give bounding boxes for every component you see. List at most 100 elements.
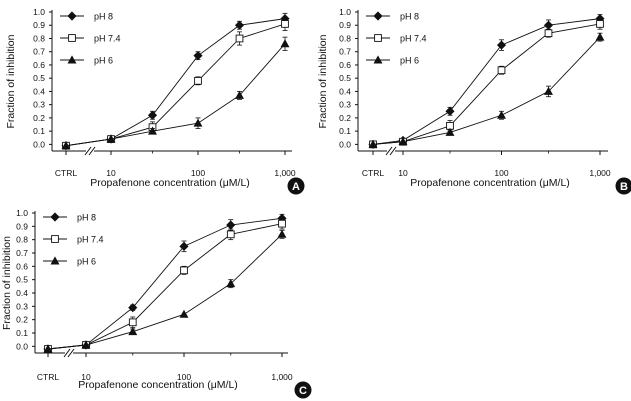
marker-triangle bbox=[106, 134, 116, 143]
y-tick-label: 0.2 bbox=[339, 113, 351, 123]
marker-triangle bbox=[497, 110, 506, 119]
y-tick-label: 0.6 bbox=[16, 261, 28, 271]
y-tick-label: 0.1 bbox=[33, 126, 45, 136]
y-tick-label: 1.0 bbox=[33, 7, 45, 17]
x-tick-label: CTRL bbox=[37, 372, 59, 382]
marker-diamond bbox=[234, 20, 245, 30]
marker-diamond bbox=[50, 212, 60, 222]
y-axis-title: Fraction of inhibition bbox=[5, 34, 17, 128]
legend-label: pH 6 bbox=[77, 257, 96, 267]
x-tick-label: 100 bbox=[191, 168, 205, 178]
y-tick-label: 0.4 bbox=[33, 86, 45, 96]
y-tick-label: 0.3 bbox=[339, 100, 351, 110]
y-tick-label: 0.8 bbox=[33, 33, 45, 43]
marker-triangle bbox=[67, 55, 77, 64]
x-tick-label: CTRL bbox=[55, 168, 77, 178]
legend: pH 8 pH 7.4 pH 6 bbox=[43, 212, 104, 267]
panel-badge: C bbox=[294, 381, 312, 399]
panel-badge-label: C bbox=[299, 385, 307, 397]
axis-break-mark-1 bbox=[385, 146, 393, 156]
marker-triangle bbox=[373, 55, 383, 64]
marker-square bbox=[51, 235, 59, 243]
y-tick-label: 0.8 bbox=[339, 33, 351, 43]
axis-break-mark-2 bbox=[67, 348, 75, 358]
y-tick-label: 1.0 bbox=[339, 7, 351, 17]
x-axis-title: Propafenone concentration (μM/L) bbox=[78, 379, 238, 391]
series-line bbox=[65, 43, 286, 147]
marker-triangle bbox=[398, 137, 408, 146]
y-tick-label: 0.2 bbox=[16, 315, 28, 325]
x-axis-title: Propafenone concentration (μM/L) bbox=[410, 177, 570, 189]
y-tick-label: 0.4 bbox=[16, 288, 28, 298]
marker-diamond bbox=[543, 20, 554, 30]
series-line bbox=[372, 36, 601, 145]
x-tick-label: CTRL bbox=[362, 168, 384, 178]
marker-triangle bbox=[179, 309, 189, 318]
y-tick-label: 0.0 bbox=[33, 139, 45, 149]
marker-triangle bbox=[43, 344, 53, 353]
y-tick-label: 0.0 bbox=[16, 341, 28, 351]
chart-panel-a: 0.0 0.1 0.2 0.3 0.4 0.5 0.6 0.7 0.8 0.9 1.0 CTRL 10 1… bbox=[5, 7, 305, 195]
legend-label: pH 7.4 bbox=[94, 34, 121, 44]
marker-diamond bbox=[179, 241, 189, 251]
y-tick-label: 0.2 bbox=[33, 113, 45, 123]
marker-square bbox=[68, 34, 76, 42]
y-tick-label: 0.8 bbox=[16, 235, 28, 245]
marker-diamond bbox=[373, 11, 383, 21]
marker-diamond bbox=[226, 220, 236, 230]
x-tick-label: 10 bbox=[398, 168, 408, 178]
marker-triangle bbox=[193, 118, 203, 127]
marker-diamond bbox=[147, 110, 158, 120]
y-tick-label: 0.3 bbox=[33, 100, 45, 110]
panel-badge: B bbox=[615, 177, 631, 195]
marker-triangle bbox=[235, 90, 244, 99]
marker-square bbox=[596, 20, 604, 28]
axis-break-mark-2 bbox=[88, 146, 96, 156]
axis-break-mark-1 bbox=[63, 348, 71, 358]
legend: pH 8 pH 7.4 pH 6 bbox=[60, 11, 121, 66]
marker-square bbox=[235, 34, 244, 43]
marker-diamond bbox=[128, 303, 138, 313]
y-tick-label: 1.0 bbox=[16, 208, 28, 218]
marker-triangle bbox=[368, 139, 378, 148]
marker-square bbox=[544, 29, 553, 38]
x-tick-label: 100 bbox=[177, 372, 191, 382]
y-tick-label: 0.6 bbox=[339, 60, 351, 70]
marker-square bbox=[226, 230, 235, 239]
legend: pH 8 pH 7.4 pH 6 bbox=[366, 11, 427, 66]
marker-triangle bbox=[148, 126, 157, 135]
x-tick-label: 1,000 bbox=[589, 168, 611, 178]
axis-break-mark-1 bbox=[84, 146, 92, 156]
y-tick-label: 0.1 bbox=[339, 126, 351, 136]
y-tick-label: 0.1 bbox=[16, 328, 28, 338]
legend-label: pH 8 bbox=[77, 213, 96, 223]
y-tick-label: 0.3 bbox=[16, 301, 28, 311]
marker-diamond bbox=[445, 106, 455, 116]
series-ph-6 bbox=[43, 229, 287, 353]
series-ph-6 bbox=[368, 32, 605, 148]
marker-triangle bbox=[445, 127, 455, 136]
marker-triangle bbox=[544, 86, 553, 95]
chart-panel-c: 0.0 0.1 0.2 0.3 0.4 0.5 0.6 0.7 0.8 0.9 1.0 CTRL 10 1… bbox=[1, 208, 312, 399]
marker-diamond bbox=[496, 40, 507, 50]
marker-triangle bbox=[226, 279, 236, 288]
x-tick-label: 100 bbox=[494, 168, 508, 178]
panel-badge-circle bbox=[294, 381, 312, 399]
y-tick-label: 0.6 bbox=[33, 60, 45, 70]
marker-triangle bbox=[595, 32, 605, 41]
marker-triangle bbox=[61, 141, 71, 150]
y-tick-label: 0.0 bbox=[339, 139, 351, 149]
series-ph-6 bbox=[61, 36, 290, 150]
y-axis-title: Fraction of inhibition bbox=[317, 34, 329, 128]
x-tick-label: 10 bbox=[106, 168, 116, 178]
panel-badge-label: B bbox=[620, 181, 628, 193]
marker-square bbox=[194, 76, 202, 85]
marker-triangle bbox=[128, 327, 138, 336]
y-tick-label: 0.5 bbox=[33, 73, 45, 83]
y-tick-label: 0.5 bbox=[16, 275, 28, 285]
y-tick-label: 0.5 bbox=[339, 73, 351, 83]
y-tick-label: 0.9 bbox=[16, 221, 28, 231]
y-tick-label: 0.7 bbox=[16, 248, 28, 258]
x-tick-label: 1,000 bbox=[274, 168, 296, 178]
marker-triangle bbox=[280, 39, 290, 48]
